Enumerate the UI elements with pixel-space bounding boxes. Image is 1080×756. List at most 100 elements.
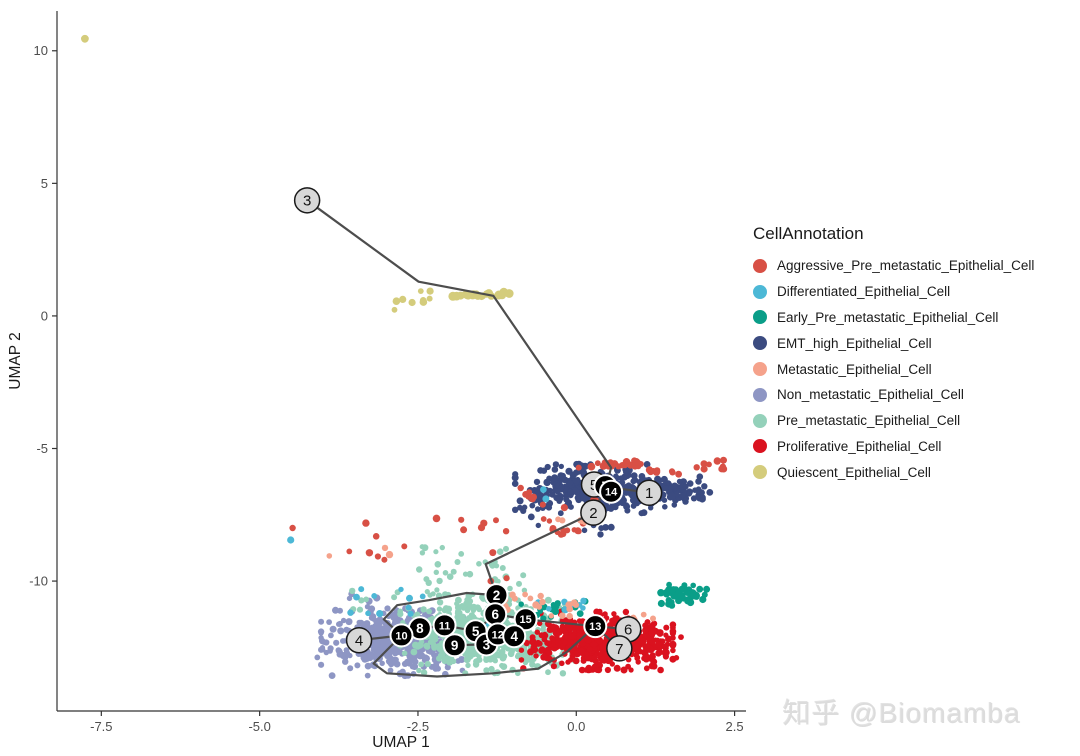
- early-pre-metastatic-dots: [657, 597, 676, 609]
- legend-item: Metastatic_Epithelial_Cell: [753, 356, 1034, 382]
- quiescent-low-dot: [391, 306, 398, 313]
- metastatic-dots: [326, 544, 394, 559]
- legend-swatch: [753, 258, 767, 273]
- svg-text:5: 5: [472, 624, 480, 639]
- branch-node-6: 6: [483, 602, 508, 627]
- quiescent-outlier: [81, 34, 89, 43]
- legend-swatch: [753, 284, 767, 299]
- differentiated-left: [347, 586, 426, 618]
- y-axis-title: UMAP 2: [7, 332, 24, 389]
- legend-label: Proliferative_Epithelial_Cell: [777, 438, 942, 454]
- emt-high-dots: [527, 513, 541, 529]
- legend-label: Non_metastatic_Epithelial_Cell: [777, 387, 964, 403]
- legend: CellAnnotation Aggressive_Pre_metastatic…: [753, 224, 1034, 485]
- svg-text:7: 7: [615, 641, 623, 658]
- x-tick-label: 2.5: [726, 719, 744, 734]
- legend-swatch: [753, 336, 767, 351]
- axes-layer: -7.5 -5.0 -2.5 0.0 2.5 10 5 0 -5 -10: [29, 11, 746, 734]
- svg-text:9: 9: [451, 638, 459, 653]
- legend-label: Pre_metastatic_Epithelial_Cell: [777, 413, 961, 429]
- legend-label: Differentiated_Epithelial_Cell: [777, 284, 951, 300]
- legend-label: Early_Pre_metastatic_Epithelial_Cell: [777, 309, 999, 325]
- metastatic-top-edge2: [548, 599, 580, 620]
- svg-text:6: 6: [491, 607, 499, 622]
- legend-item: EMT_high_Epithelial_Cell: [753, 330, 1034, 356]
- legend-label: EMT_high_Epithelial_Cell: [777, 335, 932, 351]
- leaf-node-3: 3: [293, 187, 321, 214]
- aggressive-right-streak: [645, 466, 682, 478]
- differentiated-dots: [287, 486, 550, 544]
- svg-text:11: 11: [439, 620, 451, 632]
- legend-swatch: [753, 439, 767, 454]
- aggressive-emt-left: [517, 484, 537, 503]
- svg-text:2: 2: [589, 505, 597, 522]
- legend-item: Quiescent_Epithelial_Cell: [753, 459, 1034, 485]
- svg-text:4: 4: [510, 629, 518, 644]
- x-tick-label: 0.0: [567, 719, 585, 734]
- leaf-node-4: 4: [345, 626, 373, 654]
- legend-label: Quiescent_Epithelial_Cell: [777, 464, 931, 480]
- trajectory-nodes-layer: 123456771426151181095312413: [293, 187, 663, 662]
- legend-title: CellAnnotation: [753, 224, 864, 243]
- x-tick-label: -7.5: [90, 719, 112, 734]
- branch-node-10: 10: [389, 623, 414, 648]
- svg-text:3: 3: [483, 637, 491, 652]
- non-metastatic-sparse: [346, 590, 376, 613]
- y-tick-label: 0: [41, 308, 48, 323]
- branch-node-13: 13: [583, 614, 608, 639]
- branch-node-11: 11: [432, 613, 457, 638]
- x-tick-label: -5.0: [248, 719, 270, 734]
- legend-item: Proliferative_Epithelial_Cell: [753, 434, 1034, 460]
- aggressive-far-right: [693, 456, 728, 473]
- svg-text:2: 2: [493, 588, 501, 603]
- branch-node-9: 9: [442, 633, 467, 658]
- svg-text:4: 4: [355, 633, 363, 650]
- leaf-node-1: 1: [635, 479, 663, 507]
- svg-text:14: 14: [605, 487, 618, 499]
- legend-item: Pre_metastatic_Epithelial_Cell: [753, 408, 1034, 434]
- pre-metastatic-halo: [416, 544, 528, 599]
- legend-item: Differentiated_Epithelial_Cell: [753, 279, 1034, 305]
- trajectory-path: [306, 199, 613, 488]
- x-tick-label: -2.5: [407, 719, 429, 734]
- svg-text:10: 10: [395, 630, 407, 642]
- leaf-node-2: 2: [580, 499, 607, 526]
- svg-text:8: 8: [416, 621, 424, 636]
- svg-text:13: 13: [589, 621, 601, 633]
- legend-swatch: [753, 413, 767, 428]
- metastatic-top-edge: [501, 591, 546, 615]
- svg-text:12: 12: [492, 629, 504, 641]
- svg-text:6: 6: [624, 622, 632, 639]
- legend-item: Non_metastatic_Epithelial_Cell: [753, 382, 1034, 408]
- aggressive-mid-scatter: [346, 514, 510, 563]
- legend-label: Aggressive_Pre_metastatic_Epithelial_Cel…: [777, 258, 1035, 274]
- trajectory-path: [382, 591, 498, 637]
- branch-node-14: 14: [599, 479, 624, 504]
- aggressive-dots: [289, 524, 510, 585]
- svg-text:15: 15: [519, 614, 531, 626]
- svg-text:3: 3: [303, 193, 311, 210]
- legend-swatch: [753, 362, 767, 377]
- legend-swatch: [753, 465, 767, 480]
- svg-text:1: 1: [645, 485, 653, 502]
- quiescent-scatter: [392, 287, 434, 307]
- leaf-node-7: 7: [606, 635, 633, 662]
- legend-item: Early_Pre_metastatic_Epithelial_Cell: [753, 305, 1034, 331]
- scatter-points-layer: [81, 34, 728, 680]
- legend-item: Aggressive_Pre_metastatic_Epithelial_Cel…: [753, 253, 1034, 279]
- branch-node-4: 4: [502, 624, 527, 649]
- branch-node-15: 15: [513, 607, 538, 632]
- y-tick-label: -10: [29, 573, 48, 588]
- early-pre-metastatic-blob: [657, 581, 711, 607]
- legend-swatch: [753, 387, 767, 402]
- emt-high-left-tail: [516, 486, 553, 514]
- watermark: 知乎 @Biomamba: [783, 698, 1022, 729]
- legend-swatch: [753, 310, 767, 325]
- y-tick-label: -5: [36, 441, 48, 456]
- y-tick-label: 10: [34, 43, 48, 58]
- y-tick-label: 5: [41, 176, 48, 191]
- trajectory-path: [372, 625, 597, 678]
- x-axis-title: UMAP 1: [372, 734, 429, 751]
